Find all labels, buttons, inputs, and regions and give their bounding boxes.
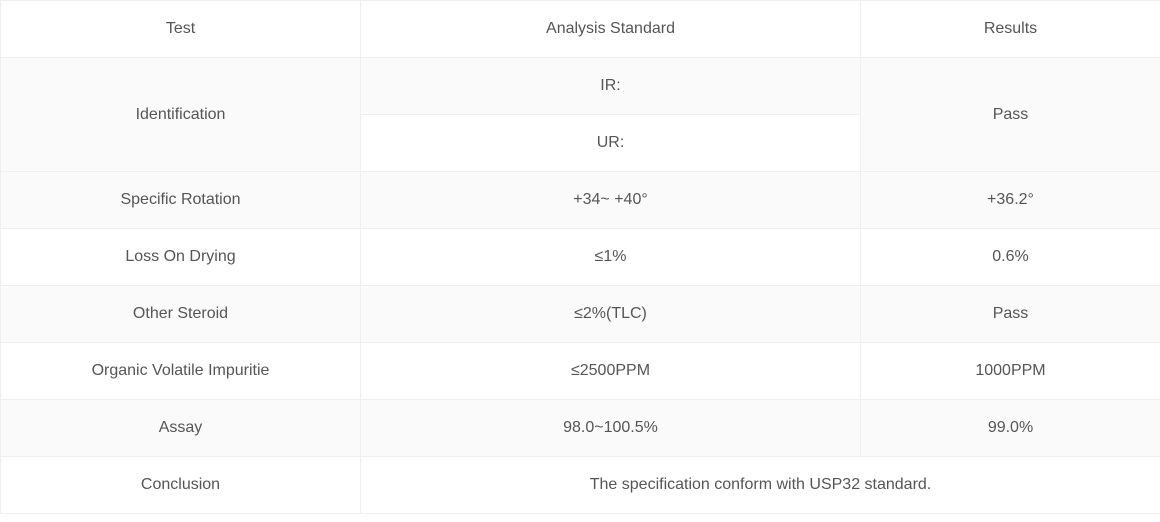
- row-loss-on-drying: Loss On Drying ≤1% 0.6%: [1, 229, 1160, 286]
- cell-conclusion-text: The specification conform with USP32 sta…: [361, 457, 1160, 514]
- cell-standard-other-steroid: ≤2%(TLC): [361, 286, 861, 343]
- cell-result-ovi: 1000PPM: [861, 343, 1160, 400]
- row-assay: Assay 98.0~100.5% 99.0%: [1, 400, 1160, 457]
- row-identification-a: Identification IR: Pass: [1, 58, 1160, 115]
- cell-test-other-steroid: Other Steroid: [1, 286, 361, 343]
- cell-standard-identification-ur: UR:: [361, 115, 861, 172]
- cell-standard-ovi: ≤2500PPM: [361, 343, 861, 400]
- cell-test-specific-rotation: Specific Rotation: [1, 172, 361, 229]
- col-header-results: Results: [861, 1, 1160, 58]
- row-ovi: Organic Volatile Impuritie ≤2500PPM 1000…: [1, 343, 1160, 400]
- col-header-test: Test: [1, 1, 361, 58]
- cell-test-loss-on-drying: Loss On Drying: [1, 229, 361, 286]
- cell-standard-assay: 98.0~100.5%: [361, 400, 861, 457]
- cell-standard-identification-ir: IR:: [361, 58, 861, 115]
- col-header-standard: Analysis Standard: [361, 1, 861, 58]
- row-conclusion: Conclusion The specification conform wit…: [1, 457, 1160, 514]
- cell-result-specific-rotation: +36.2°: [861, 172, 1160, 229]
- cell-test-conclusion: Conclusion: [1, 457, 361, 514]
- cell-standard-loss-on-drying: ≤1%: [361, 229, 861, 286]
- row-other-steroid: Other Steroid ≤2%(TLC) Pass: [1, 286, 1160, 343]
- cell-result-identification: Pass: [861, 58, 1160, 172]
- cell-test-assay: Assay: [1, 400, 361, 457]
- header-row: Test Analysis Standard Results: [1, 1, 1160, 58]
- cell-test-ovi: Organic Volatile Impuritie: [1, 343, 361, 400]
- cell-test-identification: Identification: [1, 58, 361, 172]
- cell-result-loss-on-drying: 0.6%: [861, 229, 1160, 286]
- cell-result-assay: 99.0%: [861, 400, 1160, 457]
- row-specific-rotation: Specific Rotation +34~ +40° +36.2°: [1, 172, 1160, 229]
- cell-standard-specific-rotation: +34~ +40°: [361, 172, 861, 229]
- spec-table: Test Analysis Standard Results Identific…: [0, 0, 1160, 514]
- cell-result-other-steroid: Pass: [861, 286, 1160, 343]
